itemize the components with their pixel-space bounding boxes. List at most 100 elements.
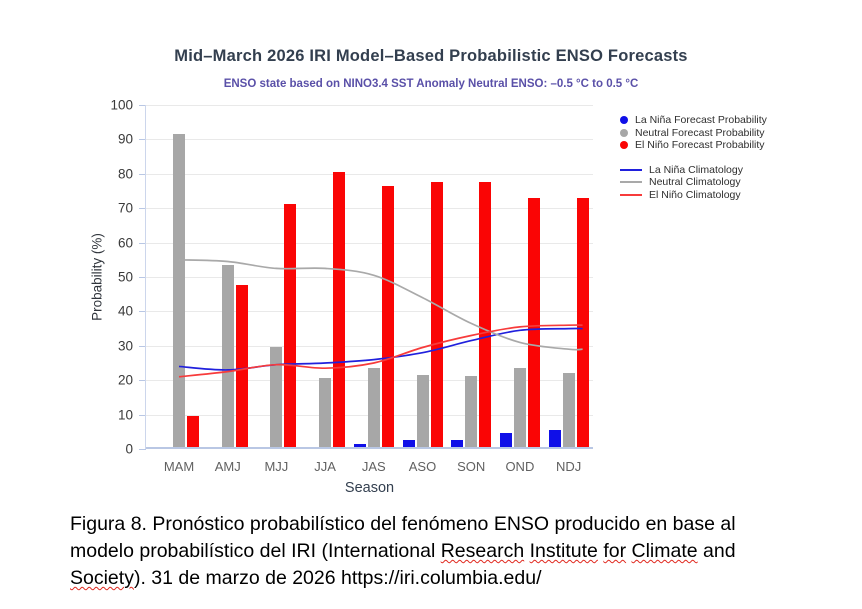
caption-text: ). 31 de marzo de 2026 [133,567,341,589]
gridline [146,105,593,106]
y-tick-label: 70 [117,200,133,216]
y-tick-label: 50 [117,269,133,285]
y-tick-label: 100 [110,97,133,113]
misspelled-word: Research [440,540,525,562]
x-tick-label: MJJ [264,459,289,474]
chart-legend: La Niña Forecast Probability Neutral Fore… [620,114,767,201]
legend-climatology-group: La Niña Climatology Neutral Climatology El… [620,164,767,202]
x-tick-label: ASO [408,459,437,474]
chart-subtitle: ENSO state based on NINO3.4 SST Anomaly … [223,78,639,90]
line-la-nina-climatology [178,327,583,371]
x-tick-label: OND [505,459,535,474]
legend-item-neutral-climatology: Neutral Climatology [620,176,767,189]
y-tick-mark [139,345,146,347]
legend-item-la-nina-climatology: La Niña Climatology [620,164,767,177]
legend-label: La Niña Climatology [649,163,743,176]
legend-dot-icon [620,128,628,137]
y-tick-mark [139,242,146,244]
x-tick-label: AMJ [214,459,241,474]
x-tick-label: JAS [361,459,386,474]
y-tick-mark [139,311,146,313]
legend-dot-icon [620,116,628,125]
caption-line: Figura 8. Pronóstico probabilístico del … [70,511,815,538]
bar-la-nina-forecast [353,443,366,447]
caption-text: and [697,540,736,562]
y-tick-label: 90 [117,131,133,147]
legend-item-neutral-forecast: Neutral Forecast Probability [620,127,767,140]
legend-line-icon [620,168,642,171]
gridline [146,242,593,244]
figure-caption: Figura 8. Pronóstico probabilístico del … [70,511,815,592]
bar-el-nino-forecast [479,182,492,447]
y-tick-mark [139,414,146,416]
bar-la-nina-forecast [548,429,561,447]
line-neutral-climatology [178,258,583,351]
y-tick-label: 30 [117,338,133,354]
climatology-lines [178,258,583,378]
y-tick-mark [139,173,146,175]
line-el-nino-climatology [178,324,583,378]
gridline [146,173,593,175]
y-tick-label: 20 [117,372,133,388]
legend-label: El Niño Forecast Probability [635,139,765,152]
legend-label: Neutral Climatology [649,176,741,189]
y-tick-mark [139,208,146,210]
misspelled-word: Institute [529,540,598,562]
caption-text: Figura 8. Pronóstico probabilístico del … [70,513,736,535]
gridline [146,139,593,141]
misspelled-word: Climate [631,540,698,562]
legend-forecast-group: La Niña Forecast Probability Neutral Fore… [620,114,767,152]
bar-el-nino-forecast [235,285,248,447]
bar-el-nino-forecast [333,171,346,447]
x-axis-label: Season [344,480,395,496]
bar-neutral-forecast [173,133,185,447]
legend-label: Neutral Forecast Probability [635,126,765,139]
chart-title: Mid–March 2026 IRI Model–Based Probabili… [174,47,688,65]
y-tick-label: 0 [125,441,133,457]
legend-label: El Niño Climatology [649,188,741,201]
x-tick-label: JJA [314,459,336,474]
x-tick-label: SON [457,459,486,474]
gridline [146,311,593,313]
bar-el-nino-forecast [284,204,297,447]
y-tick-mark [139,449,146,450]
caption-url[interactable]: https://iri.columbia.edu/ [341,567,542,589]
y-tick-label: 40 [117,303,133,319]
legend-item-el-nino-climatology: El Niño Climatology [620,189,767,202]
legend-line-icon [620,193,642,196]
y-axis-label: Probability (%) [89,233,105,321]
x-tick-label: MAM [163,459,195,474]
caption-line: modelo probabilístico del IRI (Internati… [70,538,815,565]
y-tick-label: 60 [117,235,133,251]
legend-item-la-nina-forecast: La Niña Forecast Probability [620,114,767,127]
bar-la-nina-forecast [499,433,512,447]
plot-area: 0 10 20 30 40 50 60 70 80 90 100 MAM AMJ MJJ JJA JAS ASO… [110,98,593,474]
bar-neutral-forecast [270,347,283,447]
bar-neutral-forecast [513,367,526,447]
misspelled-word: Society [70,567,134,589]
x-tick-label: NDJ [555,459,582,474]
y-tick-mark [139,277,146,278]
y-tick-label: 80 [117,166,133,182]
caption-line: Society). 31 de marzo de 2026 https://ir… [70,565,815,592]
bar-el-nino-forecast [527,197,540,447]
y-tick-mark [139,139,146,141]
y-tick-mark [139,380,146,382]
misspelled-word: for [603,540,627,562]
legend-item-el-nino-forecast: El Niño Forecast Probability [620,139,767,152]
bar-la-nina-forecast [451,440,464,447]
y-tick-mark [139,105,146,106]
bar-neutral-forecast [416,374,429,447]
bar-el-nino-forecast [576,197,589,447]
gridline [146,277,593,278]
bar-neutral-forecast [562,373,575,447]
bar-neutral-forecast [367,367,380,447]
bar-el-nino-forecast [381,185,394,447]
bar-el-nino-forecast [187,416,199,447]
bar-neutral-forecast [465,376,478,447]
legend-dot-icon [620,141,628,150]
bar-la-nina-forecast [402,440,415,447]
x-axis-line [146,447,593,449]
y-tick-label: 10 [117,407,133,423]
